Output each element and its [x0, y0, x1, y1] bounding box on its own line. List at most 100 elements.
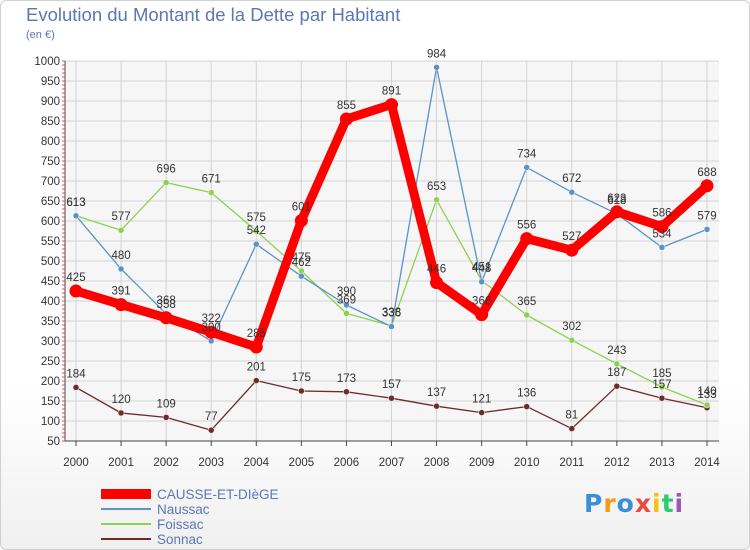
data-label: 81: [565, 410, 578, 422]
legend-item-sonnac: Sonnac: [101, 531, 203, 547]
data-point: [613, 360, 621, 368]
data-point: [72, 212, 80, 220]
x-tick-label: 2006: [334, 457, 360, 469]
x-tick-label: 2014: [694, 457, 720, 469]
legend-item-foissac: Foissac: [101, 517, 204, 532]
x-tick-label: 2004: [243, 457, 269, 469]
data-point: [433, 196, 440, 204]
y-tick-label: 200: [41, 376, 60, 388]
data-point: [117, 409, 125, 417]
data-label: 366: [472, 296, 491, 308]
data-point: [430, 276, 444, 290]
data-label: 556: [517, 220, 536, 232]
data-point: [475, 308, 489, 322]
data-point: [523, 311, 530, 319]
data-point: [298, 387, 305, 395]
legend-label-causse: CAUSSE-ET-DIèGE: [157, 486, 279, 502]
data-point: [162, 179, 170, 186]
legend-swatch-foissac: [101, 523, 151, 525]
data-point: [339, 112, 353, 126]
y-tick-label: 550: [41, 236, 60, 248]
data-point: [655, 220, 669, 234]
y-tick-label: 1000: [34, 56, 60, 68]
data-label: 390: [337, 286, 356, 298]
data-label: 653: [427, 181, 446, 193]
data-point: [610, 205, 624, 219]
data-label: 984: [427, 48, 447, 60]
logo-letter: o: [616, 489, 635, 518]
y-tick-label: 100: [41, 416, 60, 428]
data-label: 136: [517, 388, 536, 400]
data-point: [568, 336, 576, 344]
x-tick-label: 2013: [649, 457, 675, 469]
chart-title: Evolution du Montant de la Dette par Hab…: [26, 4, 401, 25]
data-label: 672: [562, 173, 581, 185]
data-label: 322: [202, 313, 221, 325]
data-label: 300: [202, 322, 221, 334]
data-label: 133: [697, 389, 716, 401]
y-tick-label: 150: [41, 396, 60, 408]
logo-letter: t: [661, 489, 675, 518]
data-point: [253, 377, 260, 384]
data-point: [249, 340, 263, 354]
data-point: [294, 214, 308, 228]
data-point: [207, 337, 215, 345]
x-tick-label: 2005: [289, 457, 315, 469]
data-point: [204, 325, 218, 339]
logo-letter: x: [634, 489, 652, 518]
data-point: [523, 164, 530, 171]
data-point: [343, 310, 350, 317]
data-label: 623: [607, 193, 626, 205]
data-point: [703, 401, 711, 409]
data-label: 475: [292, 252, 311, 264]
data-label: 140: [697, 386, 716, 398]
x-tick-label: 2003: [198, 457, 224, 469]
data-point: [388, 394, 395, 402]
x-tick-label: 2012: [604, 457, 630, 469]
y-tick-label: 700: [41, 176, 60, 188]
data-point: [117, 265, 125, 273]
data-label: 175: [292, 372, 311, 384]
data-point: [520, 232, 534, 246]
data-label: 243: [607, 345, 626, 357]
data-label: 137: [427, 387, 446, 399]
legend-swatch-causse: [101, 489, 151, 499]
data-label: 451: [472, 262, 491, 274]
data-point: [658, 244, 666, 251]
data-point: [253, 227, 260, 235]
data-point: [69, 284, 83, 298]
data-point: [207, 426, 215, 434]
data-point: [117, 226, 125, 234]
y-tick-label: 600: [41, 216, 60, 228]
data-point: [162, 414, 170, 421]
data-label: 575: [247, 212, 266, 224]
data-label: 579: [697, 210, 716, 222]
data-point: [658, 383, 666, 391]
data-label: 157: [382, 379, 401, 391]
legend-label-sonnac: Sonnac: [157, 531, 203, 547]
y-tick-label: 750: [41, 156, 60, 168]
x-tick-label: 2010: [514, 457, 540, 469]
data-label: 120: [111, 394, 130, 406]
data-point: [343, 301, 350, 309]
data-label: 185: [652, 368, 671, 380]
y-tick-label: 650: [41, 196, 60, 208]
data-label: 121: [472, 394, 491, 406]
data-label: 613: [66, 197, 85, 209]
data-point: [343, 388, 350, 396]
data-label: 577: [111, 211, 130, 223]
logo-letter: i: [652, 489, 662, 518]
data-label: 734: [517, 148, 537, 160]
data-label: 173: [337, 373, 356, 385]
logo-letter: i: [674, 489, 685, 518]
data-point: [388, 323, 395, 330]
data-label: 285: [247, 328, 266, 340]
data-label: 109: [157, 398, 176, 410]
data-label: 542: [247, 225, 266, 237]
data-point: [658, 394, 666, 402]
legend-item-naussac: Naussac: [101, 502, 210, 517]
data-label: 446: [427, 264, 446, 276]
data-label: 184: [66, 368, 86, 380]
